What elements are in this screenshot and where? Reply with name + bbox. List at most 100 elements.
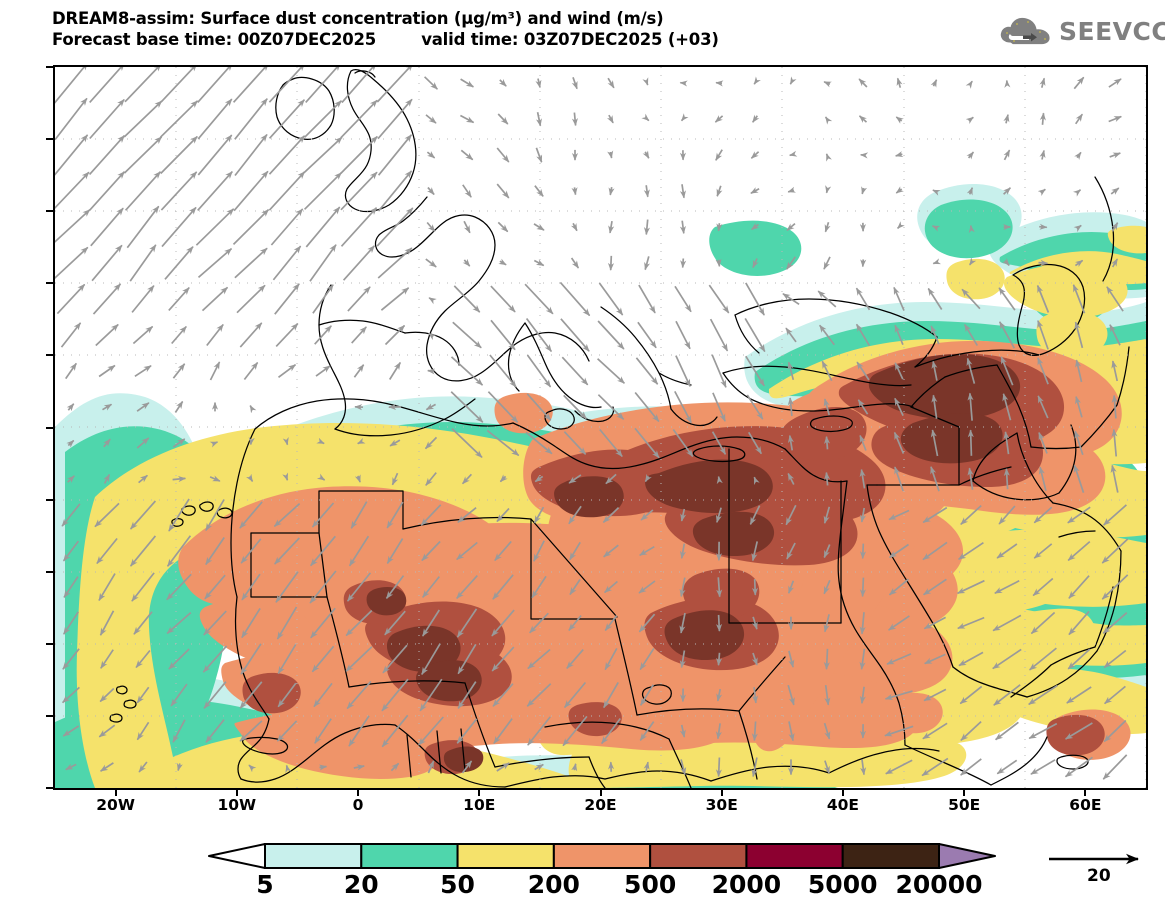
wind-vector: [823, 614, 830, 633]
colorbar-swatch: [360, 843, 459, 869]
wind-vector: [603, 681, 619, 709]
wind-vector: [608, 186, 615, 196]
wind-scale-label: 20: [1087, 866, 1111, 886]
wind-vector: [753, 76, 761, 85]
wind-vector: [672, 429, 694, 458]
wind-vector: [533, 223, 545, 231]
wind-vector: [1110, 464, 1119, 493]
wind-vector: [960, 504, 982, 526]
wind-vector: [1003, 149, 1011, 161]
wind-vector: [751, 616, 758, 630]
wind-vector: [1037, 357, 1049, 385]
wind-vector: [424, 76, 438, 90]
wind-vector: [1067, 540, 1091, 562]
wind-vector: [195, 208, 235, 246]
wind-vector: [428, 332, 437, 341]
wind-vector: [965, 80, 973, 89]
wind-vector: [888, 509, 910, 521]
wind-vector: [62, 648, 80, 670]
wind-vector: [679, 577, 686, 598]
wind-vector: [995, 721, 1019, 741]
wind-vector: [856, 361, 870, 381]
x-tick-label: 0: [352, 796, 364, 814]
wind-vector: [753, 476, 760, 485]
wind-vector: [1037, 188, 1046, 197]
wind-vector: [66, 439, 75, 448]
colorbar-label: 5000: [807, 870, 878, 899]
wind-vector: [381, 714, 409, 748]
y-tick-mark: [46, 210, 53, 213]
wind-vector: [384, 324, 406, 346]
wind-vector: [67, 475, 75, 483]
wind-vector: [268, 67, 306, 103]
title-line-1: DREAM8-assim: Surface dust concentration…: [52, 9, 664, 28]
wind-vector: [1102, 754, 1128, 780]
wind-vector: [932, 189, 941, 196]
wind-vector: [563, 394, 587, 420]
wind-vector: [1036, 284, 1050, 313]
wind-vector: [456, 608, 478, 638]
wind-vector: [963, 323, 979, 346]
wind-vector: [752, 258, 759, 269]
wind-vector: [168, 287, 190, 311]
cloud-arrow-icon: [1000, 17, 1050, 45]
wind-vector: [998, 505, 1016, 525]
wind-vector: [823, 544, 831, 559]
y-tick-mark: [46, 138, 53, 141]
wind-vector: [452, 321, 482, 349]
wind-vector: [249, 405, 257, 414]
wind-vector: [855, 287, 871, 311]
wind-vector: [99, 687, 115, 703]
wind-vector: [715, 258, 722, 267]
wind-vector: [357, 437, 366, 445]
wind-vector: [1108, 78, 1122, 88]
wind-vector: [1003, 114, 1010, 124]
colorbar-label: 5: [256, 870, 274, 899]
wind-vector: [98, 724, 116, 738]
wind-vector: [124, 67, 162, 103]
wind-vector: [55, 246, 89, 280]
wind-vector: [561, 356, 589, 386]
wind-vector: [785, 504, 797, 526]
wind-vector: [490, 319, 516, 351]
wind-vector: [135, 649, 151, 669]
wind-vector: [787, 186, 796, 193]
wind-vector: [1111, 394, 1118, 419]
wind-vector: [305, 67, 341, 103]
wind-vector: [62, 611, 80, 635]
wind-vector: [1064, 756, 1093, 778]
x-tick-label: 60E: [1069, 796, 1102, 814]
wind-vector: [1003, 431, 1010, 455]
wind-vector: [715, 614, 723, 632]
wind-vector: [340, 171, 378, 211]
wind-vector: [601, 717, 621, 745]
wind-vector: [340, 207, 378, 247]
wind-vector: [103, 438, 111, 448]
wind-vector: [129, 535, 157, 567]
wind-vector: [460, 114, 475, 124]
wind-vector: [347, 286, 371, 312]
wind-vector: [746, 394, 764, 420]
wind-vector: [932, 258, 942, 265]
wind-vector: [961, 288, 981, 310]
wind-vector: [527, 648, 551, 670]
wind-vector: [276, 606, 298, 640]
wind-vector: [314, 718, 332, 744]
wind-vector: [992, 648, 1022, 670]
wind-vector: [930, 429, 939, 457]
wind-vector: [885, 759, 913, 775]
wind-vector: [63, 576, 79, 598]
wind-vector: [715, 80, 724, 87]
wind-vector: [751, 757, 758, 778]
wind-vector: [1029, 647, 1057, 671]
wind-vector: [643, 185, 650, 198]
wind-vector: [1033, 543, 1053, 559]
wind-vector: [461, 473, 473, 485]
wind-vector: [894, 397, 904, 416]
wind-vector: [642, 150, 650, 159]
wind-vector: [931, 360, 938, 381]
x-tick-mark: [478, 789, 481, 796]
wind-vector: [568, 615, 582, 631]
wind-vector: [1074, 151, 1082, 160]
wind-vector: [377, 134, 413, 176]
